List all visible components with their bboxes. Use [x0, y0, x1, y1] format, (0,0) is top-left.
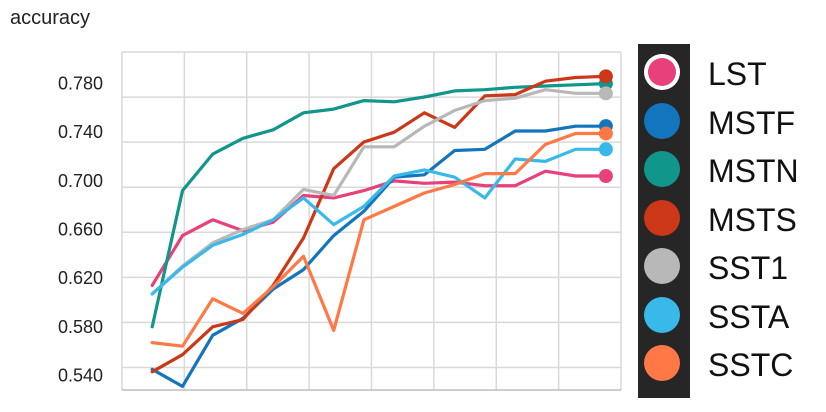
legend-label: MSTS — [708, 201, 797, 238]
legend-label: MSTN — [708, 153, 799, 189]
y-tick-label: 0.780 — [58, 74, 103, 94]
y-tick-label: 0.660 — [58, 220, 103, 240]
y-tick-labels: 0.540 0.580 0.620 0.660 0.700 0.740 0.780 — [58, 74, 103, 386]
series-line-mstn — [150, 82, 608, 329]
series-line-sstc — [150, 131, 608, 348]
legend-label: SST1 — [708, 250, 789, 286]
y-tick-label: 0.700 — [58, 171, 103, 191]
series-line-mstf — [150, 124, 608, 388]
series-line-lst — [150, 169, 608, 287]
series-lines — [150, 74, 608, 388]
y-tick-label: 0.540 — [58, 365, 103, 385]
series-end-markers — [598, 69, 613, 184]
legend-swatch-icon — [644, 248, 680, 284]
legend-swatch-icon — [644, 151, 680, 187]
legend-label: SSTC — [708, 347, 794, 383]
legend-swatch-icon — [644, 296, 680, 333]
chart-title: accuracy — [10, 7, 91, 29]
y-tick-label: 0.620 — [58, 268, 103, 288]
legend-label: LST — [708, 56, 767, 92]
end-marker-sst1 — [598, 86, 613, 101]
legend-swatch-icon — [644, 345, 680, 381]
legend-swatch-icon — [644, 102, 680, 139]
end-marker-msts — [598, 69, 613, 84]
end-marker-ssta — [598, 142, 613, 157]
end-marker-sstc — [598, 126, 613, 141]
end-marker-lst — [598, 169, 613, 184]
y-tick-label: 0.580 — [58, 317, 103, 337]
series-line-sst1 — [150, 88, 608, 296]
legend-swatch-icon — [644, 199, 680, 236]
y-tick-label: 0.740 — [58, 122, 103, 142]
legend-label: SSTA — [708, 298, 790, 335]
legend-swatch-icon — [644, 54, 680, 90]
legend-label: MSTF — [708, 104, 796, 141]
series-line-msts — [150, 74, 608, 374]
